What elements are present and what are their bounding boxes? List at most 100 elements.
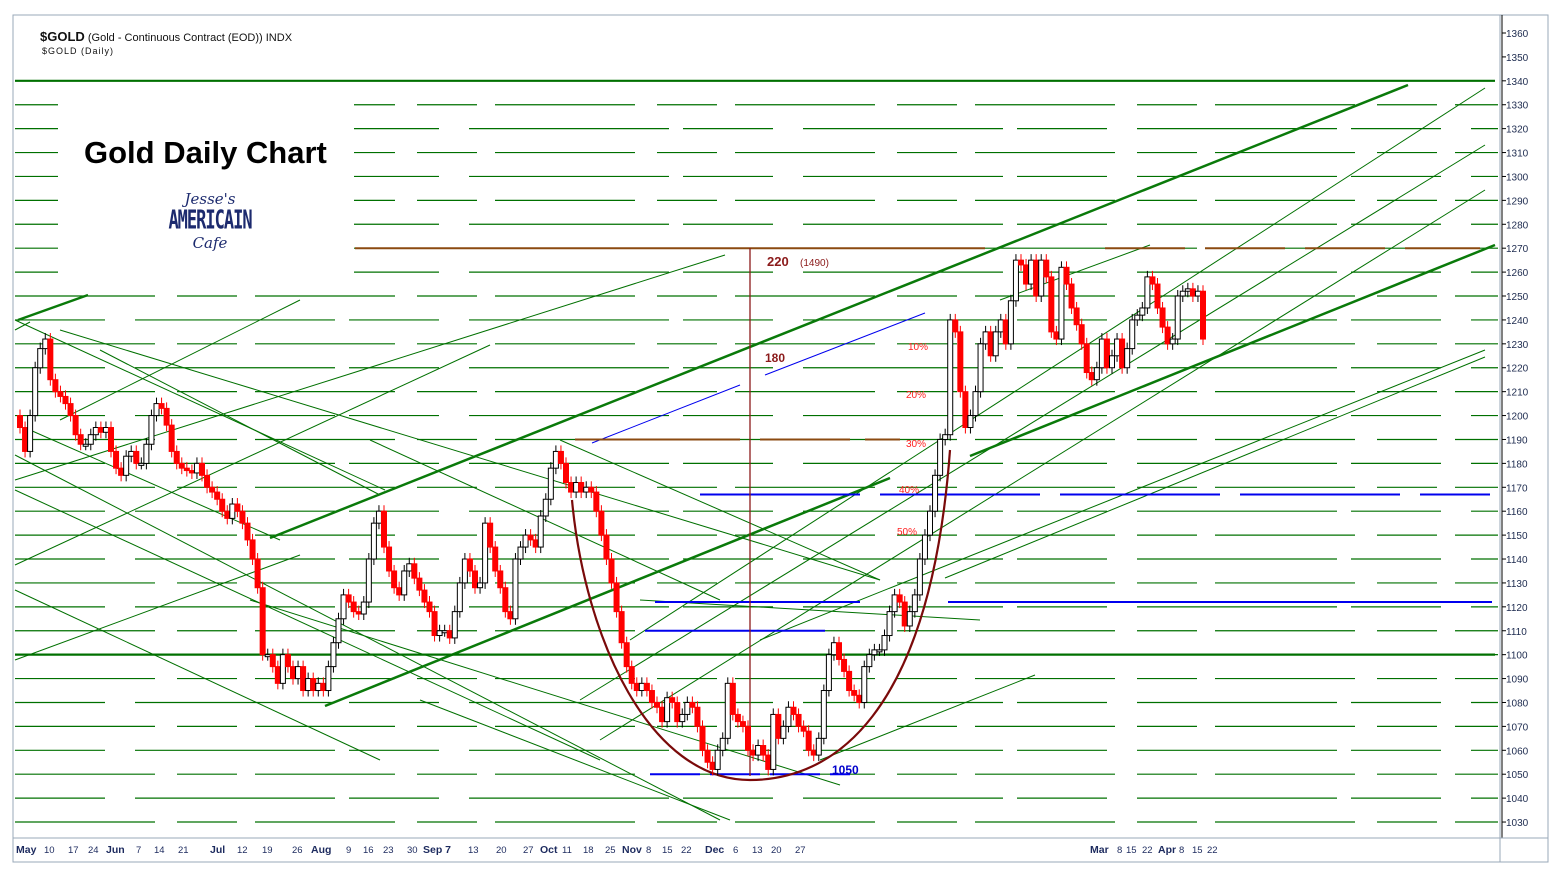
candle (482, 522, 489, 584)
candle (739, 721, 746, 727)
candle (461, 558, 468, 584)
x-tick-label: 11 (562, 845, 572, 856)
candle (790, 706, 797, 715)
candle (446, 630, 453, 639)
y-tick-label: 1300 (1506, 172, 1529, 183)
candle (209, 486, 216, 493)
candle (997, 319, 1004, 333)
candle (360, 601, 367, 615)
candle (1033, 259, 1040, 297)
trend-line-up (944, 356, 1486, 579)
x-tick-label: 13 (752, 845, 763, 856)
candle (638, 682, 645, 692)
candle (674, 701, 681, 723)
candle (507, 611, 514, 620)
candle (370, 522, 377, 560)
candle (108, 427, 114, 452)
x-tick-label: 14 (154, 845, 165, 856)
candle (608, 558, 615, 584)
candle (244, 522, 251, 541)
candle (583, 486, 590, 493)
y-tick-label: 1290 (1506, 196, 1529, 207)
candle (345, 594, 352, 603)
candle (1012, 259, 1019, 302)
candle (279, 654, 286, 684)
trend-line-up (14, 554, 301, 661)
y-tick-label: 1230 (1506, 340, 1529, 351)
candle (568, 482, 575, 493)
y-tick-label: 1080 (1506, 698, 1529, 709)
x-tick-label: 21 (178, 845, 189, 856)
candle (224, 510, 231, 519)
candle (249, 539, 256, 560)
x-tick-label: 27 (795, 845, 806, 856)
x-tick-label: Apr (1158, 844, 1176, 856)
candle (1179, 290, 1186, 297)
trend-line-down (99, 349, 381, 496)
candle (1023, 264, 1030, 285)
candle (1088, 372, 1095, 381)
candle (1139, 307, 1146, 316)
candle (598, 510, 605, 536)
y-tick-label: 1040 (1506, 794, 1529, 805)
candle (1149, 276, 1156, 285)
candle (52, 379, 59, 393)
x-tick-label: Mar (1090, 844, 1109, 856)
x-tick-label: 22 (681, 845, 692, 856)
x-tick-label: 19 (262, 845, 273, 856)
cup-arc (570, 449, 952, 782)
candle (254, 558, 261, 589)
y-tick-label: 1350 (1506, 53, 1529, 64)
y-tick-label: 1090 (1506, 675, 1529, 686)
candle (17, 415, 23, 429)
x-tick-label: 13 (468, 845, 479, 856)
candle (613, 582, 620, 613)
y-tick-label: 1170 (1506, 483, 1528, 494)
candle (982, 331, 989, 345)
x-tick-label: 23 (383, 845, 394, 856)
candle (1194, 290, 1201, 297)
candle (896, 594, 903, 603)
candle (259, 587, 266, 656)
candle (1007, 300, 1014, 345)
candle (204, 474, 211, 488)
candle (547, 467, 554, 500)
candle (492, 546, 499, 572)
candle (800, 725, 807, 732)
candle (264, 654, 271, 658)
candle (1159, 307, 1166, 328)
candle (456, 582, 463, 613)
candle (1038, 259, 1045, 297)
x-tick-label: 15 (662, 845, 673, 856)
candle (188, 470, 195, 474)
candle (563, 462, 569, 484)
candle (1164, 326, 1171, 345)
candle (1103, 338, 1110, 369)
candle (618, 611, 625, 644)
candle (118, 467, 125, 476)
y-tick-label: 1100 (1506, 651, 1528, 662)
candle (214, 491, 221, 500)
candle (906, 611, 913, 627)
candle (381, 510, 387, 548)
channel-line (969, 243, 1496, 458)
chart-frame (12, 14, 1549, 863)
candle (512, 558, 519, 620)
candle (775, 713, 782, 739)
cafe-logo: Jesse's AMERICAIN Cafe (160, 190, 260, 252)
candle (365, 558, 372, 603)
candle (27, 415, 34, 452)
candle (168, 424, 175, 452)
candle (1124, 348, 1131, 369)
candle (932, 474, 939, 512)
y-tick-label: 1150 (1506, 531, 1528, 542)
candle (1083, 343, 1090, 374)
candle (320, 682, 327, 692)
candle (704, 749, 711, 763)
candle (1200, 290, 1206, 340)
x-tick-label: 22 (1142, 845, 1153, 856)
y-tick-label: 1060 (1506, 746, 1529, 757)
x-tick-label: 7 (136, 845, 141, 856)
candle (841, 658, 848, 672)
